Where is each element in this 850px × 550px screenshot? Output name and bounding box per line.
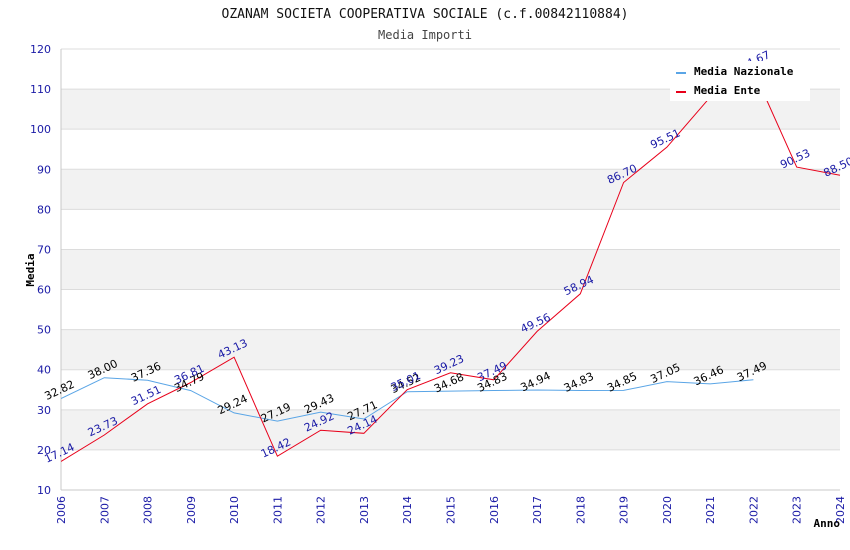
grid-band: [61, 329, 840, 370]
x-tick-label: 2024: [834, 496, 847, 524]
x-tick-label: 2023: [791, 496, 804, 524]
y-ticks: 10 20 30 40 50 60 70 80 90 100 110 120: [30, 43, 51, 497]
data-label-nazionale: 32.82: [42, 378, 76, 403]
x-tick-label: 2019: [618, 496, 631, 524]
x-tick-label: 2009: [185, 496, 198, 524]
grid-band: [61, 249, 840, 290]
y-tick-label: 60: [37, 284, 51, 297]
data-label-nazionale: 34.94: [519, 369, 553, 394]
y-tick-label: 50: [37, 324, 51, 337]
y-tick-label: 20: [37, 444, 51, 457]
x-axis-label: Anno: [814, 517, 841, 530]
chart-title: OZANAM SOCIETA COOPERATIVA SOCIALE (c.f.…: [222, 7, 629, 22]
y-tick-label: 80: [37, 203, 51, 216]
chart-subtitle: Media Importi: [378, 28, 472, 42]
y-tick-label: 30: [37, 404, 51, 417]
y-tick-label: 90: [37, 163, 51, 176]
x-tick-label: 2011: [271, 496, 284, 524]
x-tick-label: 2017: [531, 496, 544, 524]
y-tick-label: 40: [37, 364, 51, 377]
data-label-nazionale: 34.85: [605, 370, 639, 395]
legend-box: [670, 61, 810, 101]
data-label-nazionale: 34.83: [562, 370, 596, 395]
x-tick-label: 2020: [661, 496, 674, 524]
x-tick-label: 2022: [747, 496, 760, 524]
y-tick-label: 110: [30, 83, 51, 96]
grid-bands: [61, 89, 840, 450]
x-tick-label: 2014: [401, 496, 414, 524]
data-label-ente: 90.53: [778, 146, 812, 171]
grid-band: [61, 169, 840, 210]
legend-label-nazionale: Media Nazionale: [694, 65, 794, 78]
legend-label-ente: Media Ente: [694, 84, 761, 97]
x-tick-label: 2018: [574, 496, 587, 524]
y-axis-label: Media: [24, 253, 37, 286]
x-tick-label: 2013: [358, 496, 371, 524]
y-tick-label: 120: [30, 43, 51, 56]
x-tick-label: 2006: [55, 496, 68, 524]
y-tick-label: 10: [37, 484, 51, 497]
x-tick-label: 2016: [488, 496, 501, 524]
grid-band: [61, 409, 840, 450]
x-tick-label: 2021: [704, 496, 717, 524]
series-line-media-nazionale: [61, 377, 754, 422]
x-tick-label: 2015: [445, 496, 458, 524]
x-tick-label: 2010: [228, 496, 241, 524]
axes: [60, 49, 840, 491]
x-tick-label: 2007: [98, 496, 111, 524]
grid-lines: [61, 48, 840, 491]
legend: Media Nazionale Media Ente: [670, 61, 810, 101]
y-tick-label: 100: [30, 123, 51, 136]
y-tick-label: 70: [37, 243, 51, 256]
x-tick-label: 2008: [142, 496, 155, 524]
x-tick-label: 2012: [315, 496, 328, 524]
x-ticks: 2006 2007 2008 2009 2010 2011 2012 2013 2014 2015…: [55, 496, 847, 524]
